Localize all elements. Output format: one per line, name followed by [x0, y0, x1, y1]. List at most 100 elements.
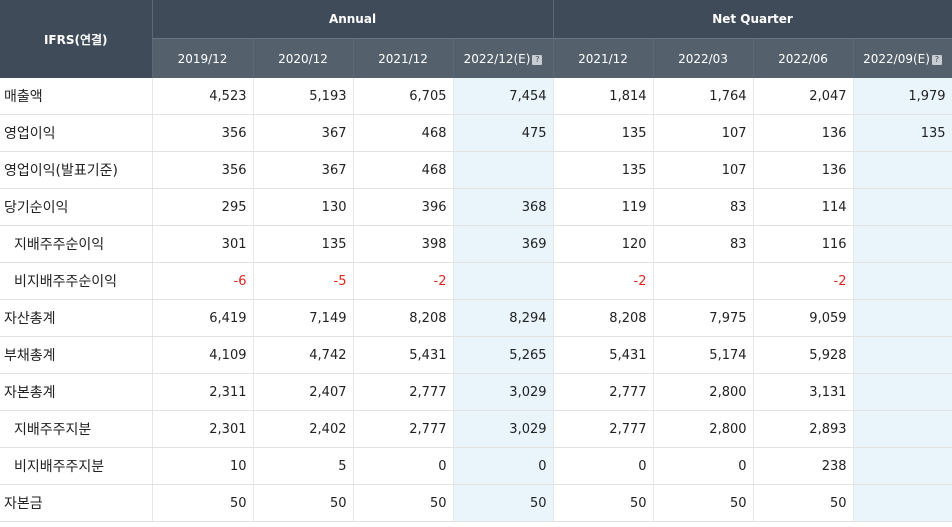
- table-cell: 2,777: [353, 373, 454, 411]
- table-cell: 301: [152, 225, 254, 263]
- table-cell: 50: [753, 484, 854, 522]
- help-icon[interactable]: ?: [931, 54, 942, 65]
- period-label: 2021/12: [378, 51, 428, 66]
- table-cell: 2,301: [152, 410, 254, 448]
- row-label: 지배주주순이익: [0, 225, 153, 263]
- row-label: 영업이익(발표기준): [0, 151, 153, 189]
- table-cell: 50: [553, 484, 654, 522]
- table-cell: 396: [353, 188, 454, 226]
- table-cell: 7,975: [653, 299, 754, 337]
- period-header: 2019/12: [152, 38, 254, 78]
- period-header: 2022/09(E)?: [853, 38, 952, 78]
- table-cell: 1,814: [553, 78, 654, 115]
- period-label: 2022/12(E): [463, 51, 531, 66]
- table-cell: 0: [353, 447, 454, 485]
- table-row: 자산총계 6,419 7,149 8,208 8,294 8,208 7,975 9,059: [0, 299, 952, 337]
- table-cell: 5,174: [653, 336, 754, 374]
- row-label: 영업이익: [0, 114, 153, 152]
- table-cell: 367: [253, 114, 354, 152]
- table-cell: [853, 373, 952, 411]
- table-cell: [853, 225, 952, 263]
- table-row: 영업이익 356 367 468 475 135 107 136 135: [0, 114, 952, 152]
- period-label: 2022/09(E): [863, 51, 930, 66]
- table-cell: -5: [253, 262, 354, 300]
- table-cell: 10: [152, 447, 254, 485]
- table-cell: 5,431: [353, 336, 454, 374]
- table-cell: 2,777: [553, 373, 654, 411]
- row-label: 비지배주주순이익: [0, 262, 153, 300]
- table-cell: 5: [253, 447, 354, 485]
- table-cell: [853, 447, 952, 485]
- table-row: 자본금 50 50 50 50 50 50 50: [0, 484, 952, 522]
- table-cell: 468: [353, 151, 454, 189]
- table-cell: 7,149: [253, 299, 354, 337]
- table-cell: 50: [653, 484, 754, 522]
- table-cell: 369: [453, 225, 554, 263]
- table-cell: 4,109: [152, 336, 254, 374]
- table-cell: [853, 188, 952, 226]
- table-cell: [653, 262, 754, 300]
- table-cell: 2,777: [353, 410, 454, 448]
- table-cell: -6: [152, 262, 254, 300]
- table-cell: 8,208: [353, 299, 454, 337]
- table-row: 부채총계 4,109 4,742 5,431 5,265 5,431 5,174 5,928: [0, 336, 952, 374]
- row-label: 자산총계: [0, 299, 153, 337]
- table-cell: 50: [253, 484, 354, 522]
- net-quarter-group-header: Net Quarter: [553, 0, 952, 39]
- table-cell: 5,928: [753, 336, 854, 374]
- table-cell: 136: [753, 114, 854, 152]
- table-cell: 1,764: [653, 78, 754, 115]
- period-label: 2022/06: [778, 51, 828, 66]
- table-row: 매출액 4,523 5,193 6,705 7,454 1,814 1,764 2,047 1,…: [0, 78, 952, 115]
- table-cell: [853, 262, 952, 300]
- table-cell: 295: [152, 188, 254, 226]
- table-cell: 3,029: [453, 373, 554, 411]
- annual-group-header: Annual: [152, 0, 554, 39]
- row-label: 부채총계: [0, 336, 153, 374]
- table-cell: 0: [653, 447, 754, 485]
- table-cell: 135: [553, 114, 654, 152]
- table-cell: 2,800: [653, 410, 754, 448]
- table-cell: 2,893: [753, 410, 854, 448]
- help-icon[interactable]: ?: [532, 54, 543, 65]
- table-cell: 120: [553, 225, 654, 263]
- table-cell: 6,419: [152, 299, 254, 337]
- table-cell: 0: [453, 447, 554, 485]
- table-row: 당기순이익 295 130 396 368 119 83 114: [0, 188, 952, 226]
- table-cell: 130: [253, 188, 354, 226]
- table-cell: 2,047: [753, 78, 854, 115]
- table-cell: 8,208: [553, 299, 654, 337]
- period-label: 2020/12: [278, 51, 328, 66]
- table-cell: 135: [853, 114, 952, 152]
- table-cell: 468: [353, 114, 454, 152]
- table-cell: 50: [453, 484, 554, 522]
- table-cell: [853, 151, 952, 189]
- table-cell: 368: [453, 188, 554, 226]
- period-header: 2022/12(E)?: [453, 38, 554, 78]
- row-label: 비지배주주지분: [0, 447, 153, 485]
- table-cell: [453, 151, 554, 189]
- table-row: 지배주주지분 2,301 2,402 2,777 3,029 2,777 2,800 2,89…: [0, 410, 952, 448]
- period-label: 2021/12: [578, 51, 628, 66]
- table-cell: 2,777: [553, 410, 654, 448]
- table-cell: 238: [753, 447, 854, 485]
- table-cell: [453, 262, 554, 300]
- table-row: 비지배주주지분 10 5 0 0 0 0 238: [0, 447, 952, 485]
- row-label: 지배주주지분: [0, 410, 153, 448]
- period-header: 2022/03: [653, 38, 754, 78]
- table-cell: 8,294: [453, 299, 554, 337]
- table-cell: 3,029: [453, 410, 554, 448]
- table-cell: -2: [353, 262, 454, 300]
- period-label: 2019/12: [177, 51, 228, 66]
- table-cell: 5,431: [553, 336, 654, 374]
- table-cell: 398: [353, 225, 454, 263]
- row-label: 당기순이익: [0, 188, 153, 226]
- period-label: 2022/03: [678, 51, 728, 66]
- table-cell: 4,742: [253, 336, 354, 374]
- table-cell: 2,407: [253, 373, 354, 411]
- table-cell: 50: [353, 484, 454, 522]
- table-cell: 9,059: [753, 299, 854, 337]
- table-cell: 7,454: [453, 78, 554, 115]
- table-row: 비지배주주순이익 -6 -5 -2 -2 -2: [0, 262, 952, 300]
